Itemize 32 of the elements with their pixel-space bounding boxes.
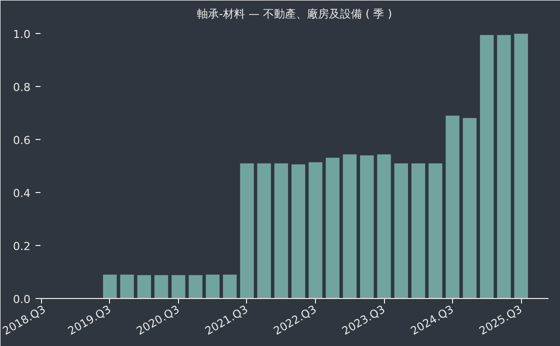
y-tick-label: 0.2 [13, 240, 31, 253]
y-tick-label: 1.0 [13, 28, 31, 41]
bar [274, 163, 288, 298]
bar [342, 154, 357, 298]
bar [308, 162, 322, 298]
bar [120, 274, 134, 298]
bar [411, 163, 426, 298]
bar [222, 274, 237, 298]
y-tick-label: 0.6 [13, 134, 31, 147]
bar [172, 275, 186, 298]
bar [292, 164, 306, 298]
bar [480, 35, 494, 298]
y-tick-label: 0.0 [13, 293, 31, 306]
bar [377, 154, 391, 298]
bar [188, 275, 202, 298]
bar [446, 116, 460, 298]
bar [497, 35, 511, 298]
bar [137, 275, 152, 298]
chart-title: 軸承-材料 — 不動產、廠房及設備 ( 季 ) [196, 8, 392, 20]
bar [428, 163, 442, 298]
bar [240, 163, 254, 298]
bar [154, 275, 168, 298]
bar [514, 34, 528, 298]
y-tick-label: 0.8 [13, 80, 31, 94]
bar [103, 274, 117, 298]
bar [257, 163, 271, 298]
bar [206, 274, 220, 298]
bar [394, 163, 408, 298]
y-tick-label: 0.4 [13, 186, 31, 200]
bar [326, 158, 340, 298]
bar [462, 118, 477, 298]
bar [360, 155, 374, 298]
